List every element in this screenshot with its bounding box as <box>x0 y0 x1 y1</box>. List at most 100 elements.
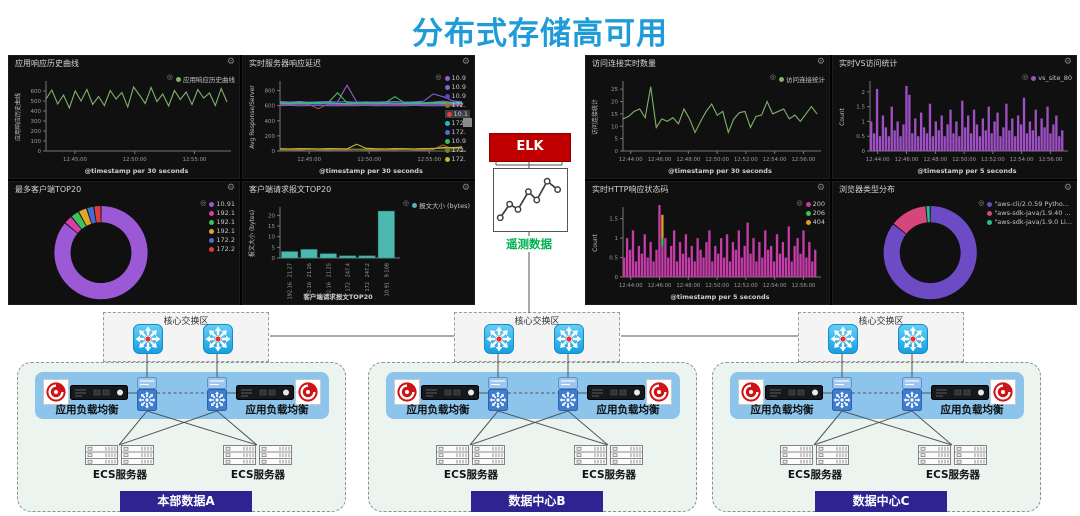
datacenter-a: 核心交换区 应用负载均衡 应用负载均衡 ECS服务器 ECS服务器 本部数据A <box>17 310 347 512</box>
panel-title: 客户端请求报文TOP20 <box>249 185 332 194</box>
gear-icon[interactable]: ⚙ <box>1063 183 1072 193</box>
legend-visibility-icon[interactable]: ◎ <box>435 73 442 81</box>
legend-item[interactable]: 172. <box>444 119 470 127</box>
legend-item[interactable]: 192.1 <box>209 218 235 226</box>
legend-item[interactable]: 访问连接统计 <box>779 74 825 84</box>
legend-item[interactable]: 10.9 <box>444 74 470 82</box>
legend-item[interactable]: "aws-sdk-java/1.9.0 Li... <box>987 218 1072 226</box>
svg-text:21.27: 21.27 <box>288 263 294 277</box>
svg-text:12:54:00: 12:54:00 <box>763 157 787 163</box>
server-icon <box>780 445 813 465</box>
legend-item[interactable]: 10.9 <box>444 83 470 91</box>
load-balancer-appliance-icon <box>765 385 823 400</box>
svg-text:5: 5 <box>615 137 619 143</box>
legend-item[interactable]: 172. <box>444 128 470 136</box>
svg-text:0: 0 <box>862 149 866 155</box>
legend: ◎ "aws-cli/2.0.59 Pytho... "aws-sdk-java/1… <box>978 199 1072 227</box>
svg-text:12:45:00: 12:45:00 <box>297 157 321 163</box>
legend-visibility-icon[interactable]: ◎ <box>166 73 173 81</box>
legend-item[interactable]: 10.9 <box>444 137 470 145</box>
load-balancer-appliance-icon <box>236 385 294 400</box>
svg-text:192.16: 192.16 <box>288 282 294 300</box>
legend-scrollbar[interactable] <box>463 118 472 128</box>
svg-text:5: 5 <box>272 245 276 251</box>
legend-visibility-icon[interactable]: ◎ <box>1022 73 1029 81</box>
svg-text:15: 15 <box>268 224 275 230</box>
legend-item[interactable]: 206 <box>805 209 825 217</box>
legend-item[interactable]: 192.1 <box>209 227 235 235</box>
legend-item[interactable]: "aws-sdk-java/1.9.40 ... <box>987 209 1072 217</box>
svg-text:12:50:00: 12:50:00 <box>705 157 729 163</box>
gear-icon[interactable]: ⚙ <box>226 183 235 193</box>
legend-item[interactable]: vs_site_80 <box>1031 74 1072 82</box>
server-icon <box>610 445 643 465</box>
legend-item[interactable]: "aws-cli/2.0.59 Pytho... <box>987 200 1072 208</box>
panel-client-request-bytes: 客户端请求报文TOP20 ⚙ 0 5 10 15 20 报文大小 (bytes) 客户端请求… <box>242 181 475 305</box>
core-switch-icon <box>484 324 514 354</box>
core-switch-icon <box>898 324 928 354</box>
switch-icon <box>488 377 508 411</box>
lb-label: 应用负载均衡 <box>245 404 309 416</box>
svg-text:12:56:00: 12:56:00 <box>792 157 816 163</box>
svg-text:0: 0 <box>615 275 619 281</box>
legend-item[interactable]: 172. <box>444 146 470 154</box>
donut-chart <box>883 206 977 300</box>
telemetry-label: 遥测数据 <box>494 236 564 252</box>
gear-icon[interactable]: ⚙ <box>226 57 235 67</box>
legend: ◎ vs_site_80 <box>1022 73 1072 83</box>
legend: ◎ 200 206 404 <box>796 199 825 227</box>
legend-item[interactable]: 172.2 <box>209 236 235 244</box>
gear-icon[interactable]: ⚙ <box>461 183 470 193</box>
legend-item[interactable]: 10.1 <box>444 110 470 118</box>
core-zone-label: 核心交换区 <box>163 317 209 327</box>
legend-visibility-icon[interactable]: ◎ <box>402 199 409 207</box>
svg-text:@timestamp per 5 seconds: @timestamp per 5 seconds <box>917 167 1016 175</box>
line-chart: 0 100 200 300 400 500 600 应用响应历史曲线 @timestamp pe… <box>14 81 231 175</box>
svg-text:0: 0 <box>38 149 42 155</box>
legend-item[interactable]: 10.91 <box>209 200 235 208</box>
legend-item[interactable]: 172. <box>444 101 470 109</box>
svg-text:12:48:00: 12:48:00 <box>676 157 700 163</box>
svg-text:12:50:00: 12:50:00 <box>705 283 729 289</box>
svg-text:800: 800 <box>265 89 276 95</box>
switch-icon <box>832 377 852 411</box>
legend-item[interactable]: 应用响应历史曲线 <box>176 74 235 84</box>
svg-text:12:55:00: 12:55:00 <box>417 157 441 163</box>
load-balancer-appliance-icon <box>931 385 989 400</box>
legend-item[interactable]: 200 <box>805 200 825 208</box>
legend-item[interactable]: 报文大小 (bytes) <box>411 200 470 210</box>
svg-text:客户端请求报文TOP20: 客户端请求报文TOP20 <box>302 292 373 301</box>
legend-item[interactable]: 404 <box>805 218 825 226</box>
server-icon <box>816 445 849 465</box>
legend-visibility-icon[interactable]: ◎ <box>769 73 776 81</box>
svg-text:@timestamp per 30 seconds: @timestamp per 30 seconds <box>668 167 772 175</box>
legend-visibility-icon[interactable]: ◎ <box>978 199 985 207</box>
gear-icon[interactable]: ⚙ <box>1063 57 1072 67</box>
histogram-chart: 0 0.5 1 1.5 2 Count @timestamp per 5 seconds 12… <box>839 81 1068 175</box>
gear-icon[interactable]: ⚙ <box>461 57 470 67</box>
gear-icon[interactable]: ⚙ <box>816 57 825 67</box>
svg-text:247.2: 247.2 <box>365 263 371 277</box>
legend-item[interactable]: 172. <box>444 155 470 163</box>
page-title: 分布式存储高可用 <box>412 16 668 52</box>
panel-title: 实时HTTP响应状态码 <box>592 185 669 194</box>
svg-text:600: 600 <box>265 104 276 110</box>
legend-item[interactable]: 10.9 <box>444 92 470 100</box>
legend: ◎ 报文大小 (bytes) <box>402 199 470 211</box>
ecs-label: ECS服务器 <box>443 469 499 481</box>
core-zone-label: 核心交换区 <box>858 317 904 327</box>
legend-visibility-icon[interactable]: ◎ <box>200 199 207 207</box>
svg-text:2: 2 <box>862 90 866 96</box>
svg-text:12:50:00: 12:50:00 <box>123 157 147 163</box>
panel-http-status-codes: 实时HTTP响应状态码 ⚙ 0 0.5 1 1.5 Count @timestamp pe… <box>585 181 830 305</box>
legend-item[interactable]: 192.1 <box>209 209 235 217</box>
core-switch-icon <box>133 324 163 354</box>
svg-text:200: 200 <box>31 129 42 135</box>
svg-text:15: 15 <box>611 112 618 118</box>
panel-title: 浏览器类型分布 <box>839 185 895 194</box>
legend-item[interactable]: 172.2 <box>209 245 235 253</box>
gear-icon[interactable]: ⚙ <box>816 183 825 193</box>
legend-visibility-icon[interactable]: ◎ <box>796 199 803 207</box>
svg-text:@timestamp per 30 seconds: @timestamp per 30 seconds <box>319 167 423 175</box>
svg-text:应用响应历史曲线: 应用响应历史曲线 <box>14 93 22 141</box>
